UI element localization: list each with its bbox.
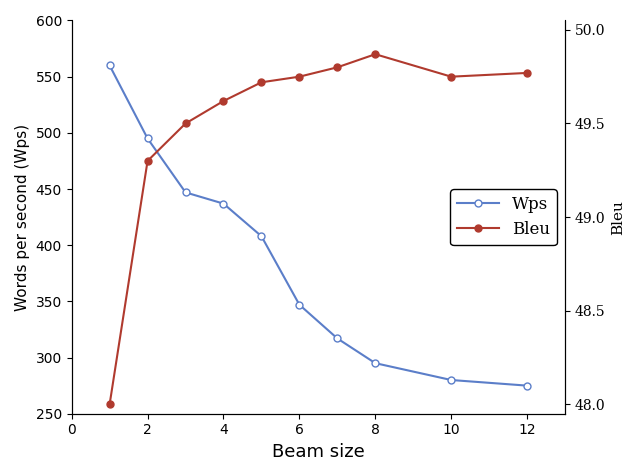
Wps [220,201,227,207]
Bleu [182,120,189,126]
X-axis label: Beam size: Beam size [272,443,365,461]
Wps [447,377,455,383]
Wps [182,189,189,195]
Bleu [106,401,113,407]
Bleu [220,98,227,104]
Bleu [371,51,379,57]
Wps [257,233,265,239]
Bleu [447,74,455,79]
Line: Wps: Wps [106,62,531,389]
Legend: Wps, Bleu: Wps, Bleu [451,189,557,245]
Bleu [296,74,303,79]
Y-axis label: Bleu: Bleu [611,199,625,235]
Bleu [333,64,341,70]
Line: Bleu: Bleu [106,51,531,408]
Wps [296,302,303,307]
Bleu [524,70,531,76]
Wps [144,136,152,141]
Bleu [144,158,152,164]
Bleu [257,79,265,85]
Wps [371,360,379,366]
Wps [106,62,113,68]
Wps [524,383,531,388]
Y-axis label: Words per second (Wps): Words per second (Wps) [15,124,30,311]
Wps [333,336,341,341]
